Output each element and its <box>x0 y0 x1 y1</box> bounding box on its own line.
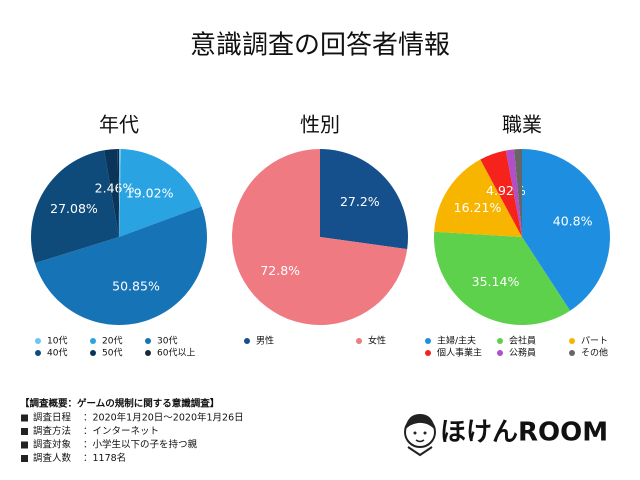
pie-title: 職業 <box>502 113 542 137</box>
legend-label: パート <box>581 336 608 347</box>
legend-label: 主婦/主夫 <box>437 335 476 347</box>
slice-label: 2.46% <box>95 180 135 195</box>
bullet <box>21 441 28 449</box>
legend-swatch <box>497 338 503 344</box>
pie-slice <box>119 149 202 237</box>
footer-heading: 【調査概要：ゲームの規制に関する意識調査】 <box>20 398 219 410</box>
slice-label: 40.8% <box>553 213 593 228</box>
pie-slice <box>522 149 610 311</box>
legend-swatch <box>244 338 250 344</box>
legend-label: 60代以上 <box>157 348 195 359</box>
slice-label: 35.14% <box>472 274 520 289</box>
footer-label: 調査人数 <box>33 452 72 464</box>
pie-slice <box>232 149 408 326</box>
footer-label: 調査対象 <box>33 439 72 451</box>
logo-icon <box>404 414 436 457</box>
pie-title: 年代 <box>99 113 139 137</box>
pie-slice <box>104 149 119 237</box>
pie-slice <box>117 149 119 237</box>
legend-swatch <box>145 350 151 356</box>
slice-label: 27.08% <box>50 201 98 216</box>
legend-label: その他 <box>581 347 608 359</box>
legend-label: 会社員 <box>509 335 536 347</box>
legend-swatch <box>497 350 503 356</box>
footer-value: ：2020年1月20日〜2020年1月26日 <box>83 412 244 424</box>
footer-label: 調査日程 <box>33 412 72 424</box>
pie-slice <box>320 149 409 250</box>
legend-label: 男性 <box>256 335 274 347</box>
legend-swatch <box>90 350 96 356</box>
bullet <box>21 428 28 435</box>
footer-value: ：インターネット <box>83 426 159 437</box>
legend-swatch <box>569 350 575 356</box>
legend-label: 30代 <box>157 336 177 347</box>
legend-label: 50代 <box>102 348 122 359</box>
pie-slice <box>34 206 208 326</box>
pie-slice <box>505 149 522 237</box>
legend-swatch <box>90 338 96 344</box>
pie-slice <box>480 150 522 237</box>
footer: 【調査概要：ゲームの規制に関する意識調査】 調査日程 ：2020年1月20日〜20… <box>20 398 244 465</box>
slice-label: 16.21% <box>454 200 502 215</box>
legend-label: 女性 <box>368 335 386 347</box>
page-title: 意識調査の回答者情報 <box>190 31 450 61</box>
slice-label: 19.02% <box>126 185 174 200</box>
footer-label: 調査方法 <box>33 425 71 437</box>
pie-slice <box>31 150 119 264</box>
legend-swatch <box>425 338 431 344</box>
legend-swatch <box>35 338 41 344</box>
legend-label: 40代 <box>47 348 67 359</box>
legend-label: 20代 <box>102 336 122 347</box>
slice-label: 50.85% <box>112 278 160 293</box>
legend-label: 個人事業主 <box>437 347 482 359</box>
bullet <box>21 414 28 422</box>
logo-text: ほけんROOM <box>440 418 608 448</box>
slice-label: 27.2% <box>340 194 380 209</box>
pie-slice <box>119 149 121 237</box>
legend-label: 公務員 <box>509 347 536 359</box>
legend-swatch <box>356 338 362 344</box>
footer-value: ：1178名 <box>83 452 126 464</box>
bullet <box>21 455 28 462</box>
legend-swatch <box>569 338 575 344</box>
legend-swatch <box>35 350 41 356</box>
legend-swatch <box>145 338 151 344</box>
pie-slice <box>434 159 522 237</box>
pie-title: 性別 <box>300 113 340 137</box>
pie-slice <box>514 149 522 237</box>
legend-label: 10代 <box>47 336 67 347</box>
legend-swatch <box>425 350 431 356</box>
pie-slice <box>434 231 571 325</box>
slice-label: 72.8% <box>260 263 300 278</box>
footer-value: ：小学生以下の子を持つ親 <box>83 439 198 451</box>
